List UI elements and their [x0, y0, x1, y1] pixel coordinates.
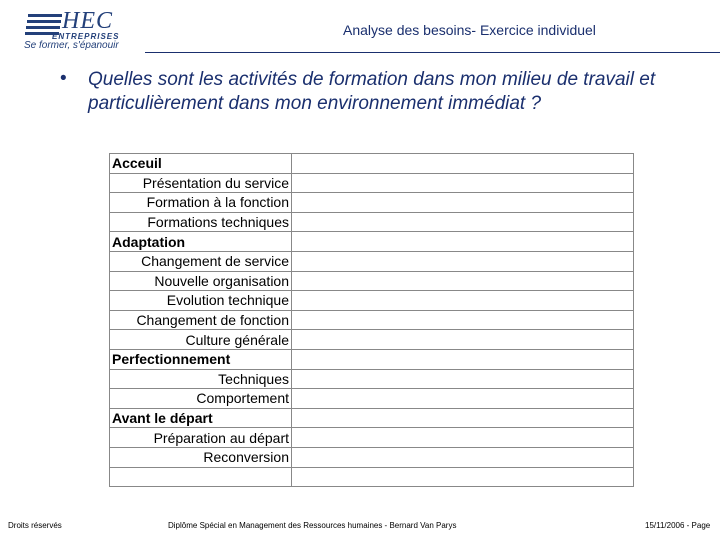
- answer-cell: [291, 153, 634, 174]
- answer-cell: [291, 446, 634, 468]
- activity-label: Préparation au départ: [109, 427, 292, 448]
- answer-cell: [291, 407, 634, 429]
- table-row: Acceuil: [109, 153, 634, 174]
- answer-cell: [291, 270, 634, 292]
- bullet-text: Quelles sont les activités de formation …: [88, 69, 656, 114]
- table-row: Avant le départ: [109, 407, 634, 429]
- activity-label: [109, 466, 292, 488]
- table-row: Préparation au départ: [109, 427, 634, 448]
- bullet-dot: •: [60, 68, 67, 89]
- activity-label: Présentation du service: [109, 172, 292, 194]
- header-title: Analyse des besoins- Exercice individuel: [343, 22, 596, 38]
- activity-label: Techniques: [109, 368, 292, 390]
- logo-subname: ENTREPRISES: [52, 32, 120, 41]
- header-rule: [145, 52, 720, 53]
- logo-tagline: Se former, s'épanouir: [24, 40, 119, 51]
- answer-cell: [291, 427, 634, 448]
- answer-cell: [291, 388, 634, 409]
- table-row: Comportement: [109, 388, 634, 409]
- answer-cell: [291, 368, 634, 390]
- footer-center: Diplôme Spécial en Management des Ressou…: [168, 521, 457, 530]
- answer-cell: [291, 192, 634, 213]
- table-row: Adaptation: [109, 231, 634, 252]
- logo-name: HEC: [62, 8, 113, 34]
- answer-cell: [291, 329, 634, 350]
- answer-cell: [291, 466, 634, 488]
- answer-cell: [291, 231, 634, 252]
- activity-table: Acceuil Présentation du service Formation …: [109, 153, 634, 488]
- table-row: Techniques: [109, 368, 634, 390]
- activity-label: Formation à la fonction: [109, 192, 292, 213]
- table-row: Culture générale: [109, 329, 634, 350]
- activity-label: Formations techniques: [109, 211, 292, 233]
- answer-cell: [291, 290, 634, 311]
- answer-cell: [291, 250, 634, 272]
- table-row: Nouvelle organisation: [109, 270, 634, 292]
- table-row: Reconversion: [109, 446, 634, 468]
- table-row: Présentation du service: [109, 172, 634, 194]
- activity-label: Nouvelle organisation: [109, 270, 292, 292]
- table-row: Formations techniques: [109, 211, 634, 233]
- section-title: Avant le départ: [109, 407, 292, 429]
- answer-cell: [291, 211, 634, 233]
- table-row: Perfectionnement: [109, 348, 634, 370]
- section-title: Acceuil: [109, 153, 292, 174]
- answer-cell: [291, 172, 634, 194]
- logo-mark: [25, 14, 62, 35]
- activity-label: Comportement: [109, 388, 292, 409]
- answer-cell: [291, 309, 634, 331]
- activity-label: Culture générale: [109, 329, 292, 350]
- answer-cell: [291, 348, 634, 370]
- section-title: Perfectionnement: [109, 348, 292, 370]
- table-row: [109, 466, 634, 488]
- footer-left: Droits réservés: [8, 521, 62, 530]
- table-row: Changement de fonction: [109, 309, 634, 331]
- table-row: Formation à la fonction: [109, 192, 634, 213]
- activity-label: Reconversion: [109, 446, 292, 468]
- activity-label: Changement de service: [109, 250, 292, 272]
- table-row: Evolution technique: [109, 290, 634, 311]
- table-row: Changement de service: [109, 250, 634, 272]
- activity-label: Evolution technique: [109, 290, 292, 311]
- section-title: Adaptation: [109, 231, 292, 252]
- activity-label: Changement de fonction: [109, 309, 292, 331]
- footer-right: 15/11/2006 - Page: [645, 521, 711, 530]
